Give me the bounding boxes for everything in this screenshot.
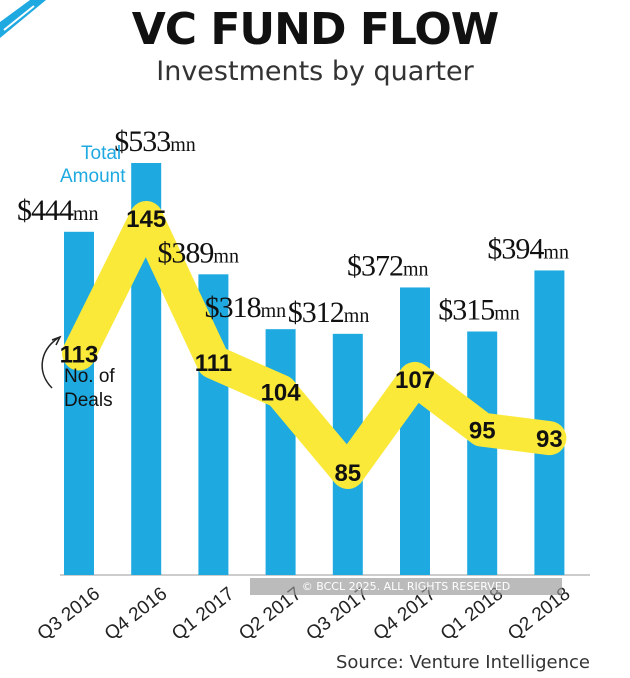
copyright-watermark: © BCCL 2025. ALL RIGHTS RESERVED	[250, 578, 562, 595]
amount-value-label: $389mn	[157, 236, 239, 269]
deals-annotation-arrowhead-icon	[51, 335, 62, 346]
category-tick-label: Q3 2016	[34, 583, 104, 644]
deals-line	[62, 201, 567, 489]
amount-value-label: $444mn	[17, 194, 99, 227]
deals-value-label: 111	[195, 350, 232, 377]
chart-subtitle: Investments by quarter	[156, 56, 474, 87]
amount-value-label: $315mn	[438, 294, 520, 327]
deals-value-label: 145	[126, 206, 166, 233]
category-tick-label: Q4 2016	[101, 583, 171, 644]
amount-bar	[64, 231, 94, 575]
amount-value-label: $318mn	[205, 291, 287, 324]
amount-annotation-line1: Total	[81, 143, 121, 164]
deals-value-label: 95	[469, 418, 496, 445]
corner-decoration-icon	[0, 0, 46, 38]
amount-bar	[265, 329, 296, 575]
amount-value-label: $533mn	[114, 125, 196, 158]
deals-value-label: 93	[536, 426, 563, 453]
amount-value-label: $394mn	[487, 232, 569, 265]
deals-value-label: 113	[60, 341, 99, 368]
amount-annotation-line2: Amount	[60, 166, 126, 187]
deals-line-layer	[62, 201, 567, 489]
deals-value-label: 107	[395, 367, 435, 394]
deals-value-label: 104	[261, 380, 302, 407]
amount-bar	[400, 287, 430, 575]
amount-value-label: $312mn	[288, 296, 370, 329]
category-tick-label: Q1 2017	[168, 583, 238, 644]
amount-bar	[467, 331, 498, 575]
amount-value-label: $372mn	[347, 249, 429, 282]
deals-annotation-line1: No. of	[64, 366, 115, 387]
source-note: Source: Venture Intelligence	[335, 652, 590, 673]
deals-annotation-line2: Deals	[64, 390, 113, 411]
deals-value-label: 85	[334, 460, 361, 487]
deals-annotation-arrow-icon	[41, 337, 59, 389]
chart-title: VC FUND FLOW	[131, 4, 500, 55]
annotations: Total Amount No. of Deals	[41, 143, 126, 411]
